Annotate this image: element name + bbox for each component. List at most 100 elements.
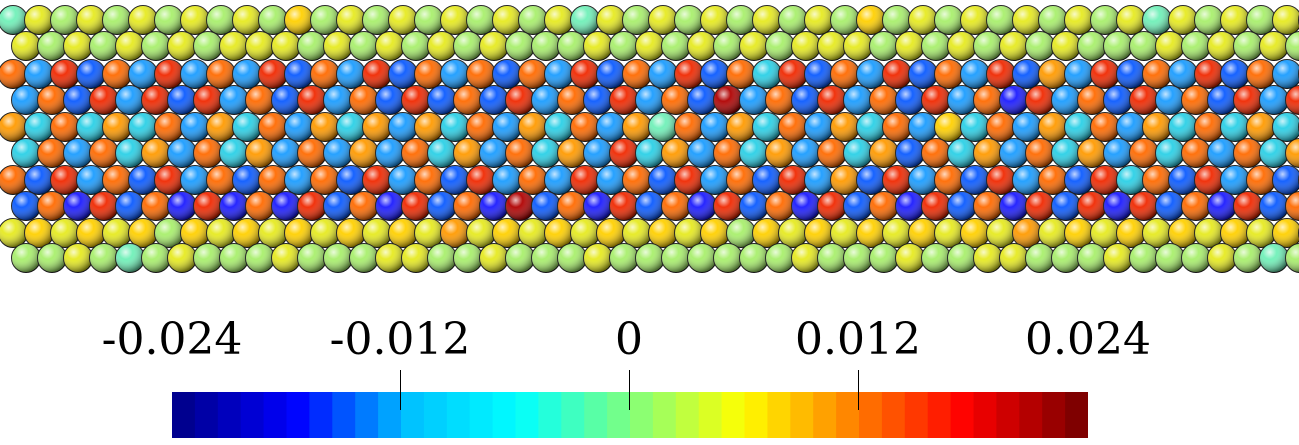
atom-shading — [739, 243, 769, 273]
atom-shading — [388, 218, 418, 248]
atom-shading — [687, 138, 717, 168]
atom-shading — [1246, 165, 1276, 195]
atom-shading — [596, 59, 626, 89]
atom-shading — [271, 85, 301, 115]
atom-shading — [661, 138, 691, 168]
atom-shading — [1129, 138, 1159, 168]
atom-shading — [466, 59, 496, 89]
atom-shading — [726, 59, 756, 89]
atom-shading — [180, 218, 210, 248]
atom-shading — [427, 138, 457, 168]
atom-shading — [11, 85, 41, 115]
atom-shading — [50, 165, 80, 195]
atom-shading — [1181, 31, 1211, 61]
atom-shading — [1051, 85, 1081, 115]
atom-shading — [557, 243, 587, 273]
colorbar-segment — [378, 392, 402, 438]
atom-shading — [154, 5, 184, 35]
atom-shading — [804, 5, 834, 35]
atom-shading — [804, 59, 834, 89]
atom-shading — [1103, 31, 1133, 61]
atom-shading — [479, 31, 509, 61]
atom-shading — [24, 5, 54, 35]
atom-shading — [24, 59, 54, 89]
atom-shading — [661, 85, 691, 115]
atom-shading — [1181, 138, 1211, 168]
atom-shading — [349, 191, 379, 221]
atom-shading — [583, 138, 613, 168]
atom-shading — [531, 31, 561, 61]
atom-shading — [141, 191, 171, 221]
atom-shading — [791, 191, 821, 221]
atom-shading — [297, 243, 327, 273]
colorbar-segment — [904, 392, 929, 438]
atom-shading — [1207, 243, 1237, 273]
atom-shading — [1090, 5, 1120, 35]
atom-shading — [947, 243, 977, 273]
atom-shading — [102, 5, 132, 35]
atom-shading — [1259, 85, 1289, 115]
atom-shading — [206, 5, 236, 35]
atom-shading — [882, 112, 912, 142]
atom-shading — [934, 5, 964, 35]
atom-shading — [427, 191, 457, 221]
atom-shading — [1025, 243, 1055, 273]
atom-shading — [479, 243, 509, 273]
atom-shading — [570, 218, 600, 248]
atom-shading — [908, 5, 938, 35]
atom-shading — [570, 59, 600, 89]
atom-shading — [778, 165, 808, 195]
atom-shading — [531, 191, 561, 221]
atom-shading — [960, 5, 990, 35]
atom-shading — [1207, 31, 1237, 61]
colorbar-tick-mark — [858, 370, 859, 410]
atom-shading — [869, 85, 899, 115]
atom-shading — [622, 165, 652, 195]
atom-shading — [1103, 138, 1133, 168]
atom-shading — [1272, 218, 1299, 248]
atom-shading — [1142, 59, 1172, 89]
atom-shading — [466, 218, 496, 248]
colorbar-gradient — [172, 392, 1088, 438]
atom-shading — [375, 138, 405, 168]
atom-shading — [609, 191, 639, 221]
atom-shading — [310, 59, 340, 89]
atom-shading — [1064, 5, 1094, 35]
atom-shading — [336, 218, 366, 248]
atom-shading — [180, 59, 210, 89]
atom-shading — [115, 31, 145, 61]
atom-shading — [167, 31, 197, 61]
atom-shading — [804, 165, 834, 195]
atom-shading — [167, 191, 197, 221]
atom-shading — [648, 59, 678, 89]
atom-shading — [960, 59, 990, 89]
atom-shading — [11, 191, 41, 221]
atom-shading — [258, 165, 288, 195]
atom-shading — [895, 85, 925, 115]
atom-shading — [700, 112, 730, 142]
atom-shading — [193, 191, 223, 221]
atom-shading — [388, 59, 418, 89]
atom-shading — [1155, 138, 1185, 168]
atom-shading — [622, 5, 652, 35]
atom-shading — [89, 191, 119, 221]
atom-shading — [271, 138, 301, 168]
atom-shading — [492, 5, 522, 35]
atom-shading — [63, 85, 93, 115]
atom-shading — [310, 5, 340, 35]
atom-shading — [635, 243, 665, 273]
atom-shading — [375, 243, 405, 273]
atom-shading — [180, 112, 210, 142]
atom-shading — [89, 243, 119, 273]
atom-shading — [388, 5, 418, 35]
atom-shading — [479, 191, 509, 221]
atom-shading — [401, 191, 431, 221]
atom-shading — [0, 59, 28, 89]
atom-shading — [908, 218, 938, 248]
atom-shading — [583, 243, 613, 273]
atom-shading — [271, 31, 301, 61]
atom-shading — [1090, 59, 1120, 89]
atom-shading — [1038, 59, 1068, 89]
atom-shading — [921, 191, 951, 221]
colorbar-segment — [423, 392, 448, 438]
